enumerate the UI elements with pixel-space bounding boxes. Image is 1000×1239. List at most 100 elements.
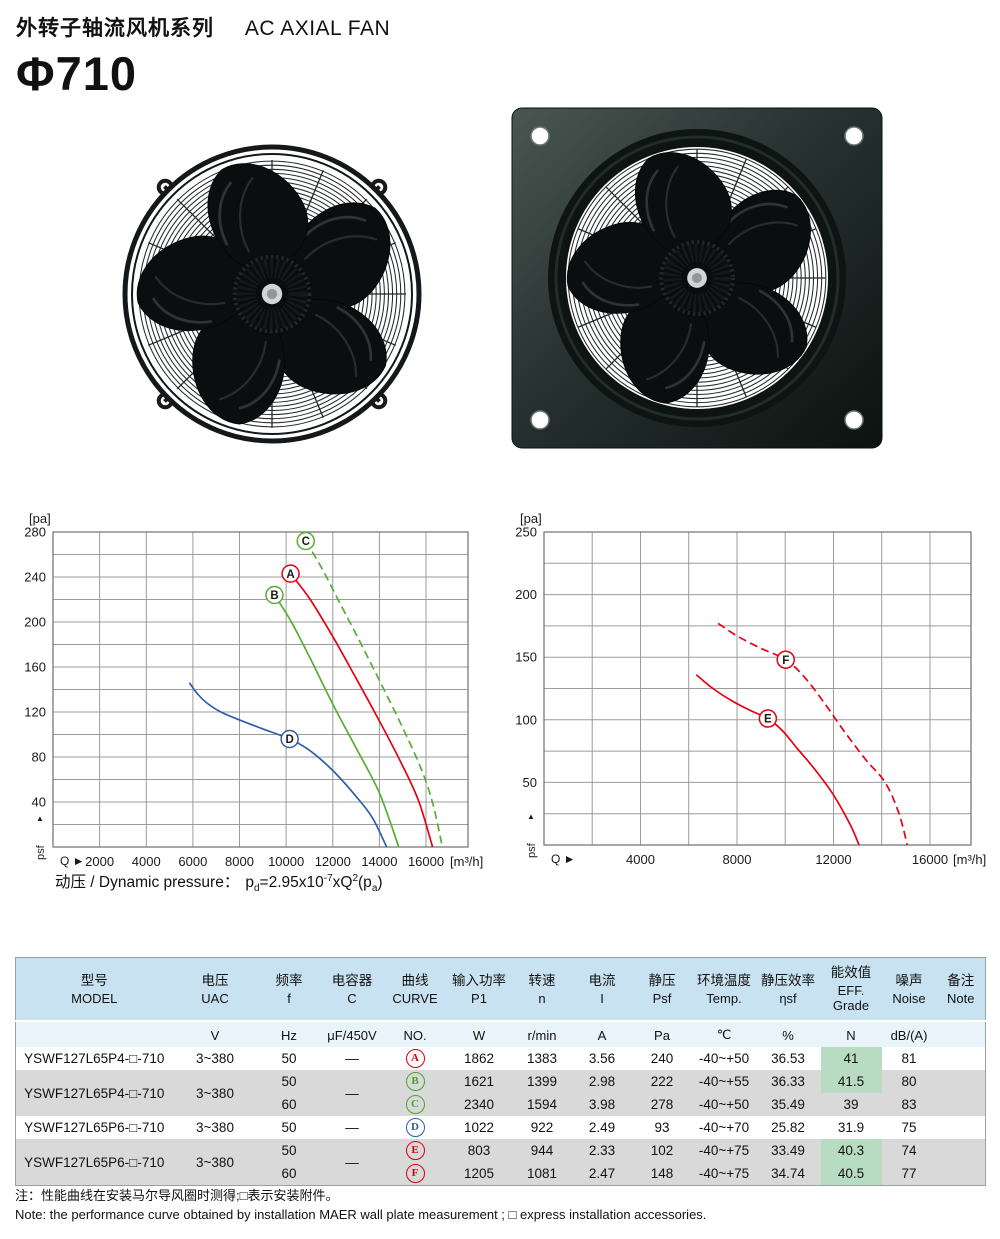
- y-axis-flow-label: psf: [526, 842, 538, 858]
- curve-D-path: [188, 682, 388, 848]
- cell-current: 2.33: [572, 1139, 632, 1162]
- cell-p1: 1621: [446, 1070, 512, 1093]
- cell-model: YSWF127L65P6-□-710: [15, 1139, 173, 1186]
- cell-noise: 81: [881, 1047, 937, 1070]
- cell-p1: 803: [446, 1139, 512, 1162]
- cell-voltage: 3~380: [172, 1047, 258, 1070]
- column-unit-nsf: %: [755, 1020, 821, 1047]
- cell-temp: -40~+75: [692, 1162, 756, 1186]
- svg-text:16000: 16000: [408, 854, 444, 869]
- column-header-p1: 输入功率 P1: [446, 957, 512, 1021]
- cell-voltage: 3~380: [172, 1139, 258, 1186]
- table-row: YSWF127L65P6-□-710 3~380 50— D 1022 922 2.49 93…: [15, 1116, 986, 1139]
- curve-A-marker: A: [281, 564, 300, 583]
- svg-text:80: 80: [32, 750, 46, 765]
- cell-noise: 77: [881, 1162, 937, 1186]
- table-row: YSWF127L65P6-□-710 3~380 50— E 803 944 2.33 102…: [15, 1139, 986, 1186]
- curve-A-path: [289, 573, 434, 848]
- svg-text:C: C: [302, 536, 310, 548]
- table-row: 60 F 1205 1081 2.47 148 -40~+75 34.74 40.5 77: [16, 1162, 986, 1186]
- svg-text:240: 240: [24, 570, 46, 585]
- y-axis-flow-label: psf: [35, 844, 47, 860]
- cell-temp: -40~+50: [692, 1093, 756, 1116]
- cell-eff: 40.5: [820, 1162, 882, 1186]
- cell-p1: 2340: [446, 1093, 512, 1116]
- curve-F-marker: F: [776, 650, 795, 669]
- cell-eff: 41: [820, 1047, 882, 1070]
- column-unit-note: [936, 1020, 986, 1047]
- svg-text:200: 200: [515, 587, 537, 602]
- curve-F-path: [717, 622, 909, 846]
- svg-text:F: F: [782, 655, 789, 667]
- cell-nsf: 33.49: [755, 1139, 821, 1162]
- svg-text:160: 160: [24, 660, 46, 675]
- column-unit-p1: W: [446, 1020, 512, 1047]
- svg-text:14000: 14000: [361, 854, 397, 869]
- x-axis-ticks: 4000 8000 12000 16000: [626, 852, 948, 867]
- x-axis-ticks: 2000 4000 6000 8000 10000 12000 14000 16000: [85, 854, 444, 869]
- fan-diameter-title: Φ710: [16, 47, 137, 100]
- cell-capacitor: —: [320, 1139, 384, 1186]
- svg-text:100: 100: [515, 712, 537, 727]
- cell-note: [936, 1162, 986, 1186]
- curve-B-path: [273, 594, 400, 848]
- column-unit-curve: NO.: [383, 1020, 447, 1047]
- svg-text:D: D: [285, 734, 293, 746]
- y-axis-unit-label: [pa]: [29, 511, 51, 526]
- cell-eff: 39: [820, 1093, 882, 1116]
- cell-curve: B: [383, 1070, 447, 1093]
- y-axis-arrow: ▲: [527, 812, 535, 821]
- cell-noise: 74: [881, 1139, 937, 1162]
- column-header-capacitor: 电容器 C: [320, 957, 384, 1021]
- column-unit-capacitor: μF/450V: [320, 1020, 384, 1047]
- cell-current: 2.98: [572, 1070, 632, 1093]
- y-axis-ticks: 40 80 120 160 200 240 280: [24, 525, 46, 810]
- cell-current: 2.47: [572, 1162, 632, 1186]
- column-header-noise: 噪声 Noise: [881, 957, 937, 1021]
- svg-text:8000: 8000: [723, 852, 752, 867]
- column-unit-model: [15, 1020, 173, 1047]
- cell-freq: 60: [257, 1093, 321, 1116]
- footnote-en: Note: the performance curve obtained by …: [15, 1207, 707, 1222]
- column-unit-psf: Pa: [631, 1020, 693, 1047]
- cell-capacitor: —: [320, 1116, 384, 1139]
- column-unit-temp: ℃: [692, 1020, 756, 1047]
- cell-speed: 1399: [511, 1070, 573, 1093]
- cell-psf: 278: [631, 1093, 693, 1116]
- cell-freq: 50: [257, 1139, 321, 1162]
- svg-text:250: 250: [515, 525, 537, 540]
- series-title-en: AC AXIAL FAN: [244, 17, 391, 40]
- svg-text:10000: 10000: [268, 854, 304, 869]
- round-fan-assembly: [122, 144, 422, 444]
- cell-eff: 41.5: [820, 1070, 882, 1093]
- cell-speed: 1594: [511, 1093, 573, 1116]
- cell-curve: A: [383, 1047, 447, 1070]
- curve-E-path: [695, 674, 860, 846]
- cell-freq: 50: [257, 1047, 321, 1070]
- cell-capacitor: —: [320, 1070, 384, 1116]
- cell-current: 2.49: [572, 1116, 632, 1139]
- cell-psf: 93: [631, 1116, 693, 1139]
- column-header-eff: 能效值 EFF. Grade: [820, 957, 882, 1021]
- x-axis-unit-label: [m³/h]: [953, 852, 986, 867]
- cell-nsf: 35.49: [755, 1093, 821, 1116]
- table-row: YSWF127L65P4-□-710 3~380 50— A 1862 1383 3.56 2…: [15, 1047, 986, 1070]
- cell-voltage: 3~380: [172, 1070, 258, 1116]
- table-row: 60 C 2340 1594 3.98 278 -40~+50 35.49 39 83: [16, 1093, 986, 1116]
- cell-freq: 50: [257, 1070, 321, 1093]
- svg-text:4000: 4000: [132, 854, 161, 869]
- cell-freq: 50: [257, 1116, 321, 1139]
- table-row: YSWF127L65P4-□-710 3~380 50— B 1621 1399 2.98 2…: [15, 1070, 986, 1116]
- square-plate-fan-image: [511, 107, 883, 449]
- cell-p1: 1022: [446, 1116, 512, 1139]
- grid: [544, 532, 971, 845]
- x-axis-unit-label: [m³/h]: [450, 854, 483, 869]
- cell-temp: -40~+55: [692, 1070, 756, 1093]
- series-title: 外转子轴流风机系列 AC AXIAL FAN: [16, 12, 390, 42]
- column-unit-freq: Hz: [257, 1020, 321, 1047]
- cell-voltage: 3~380: [172, 1116, 258, 1139]
- curve-badge-F: F: [405, 1164, 425, 1183]
- footnotes: 注：性能曲线在安装马尔导风圈时测得;□表示安装附件。 Note: the per…: [15, 1186, 706, 1224]
- cell-curve: E: [383, 1139, 447, 1162]
